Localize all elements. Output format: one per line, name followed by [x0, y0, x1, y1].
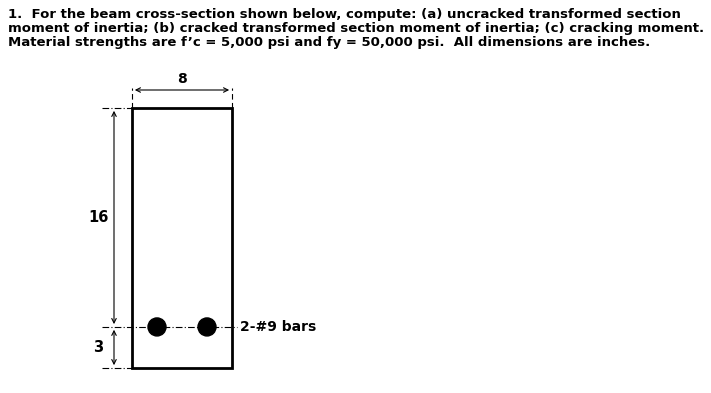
- Text: 8: 8: [177, 72, 187, 86]
- Circle shape: [148, 318, 166, 336]
- Circle shape: [198, 318, 216, 336]
- Text: 1.  For the beam cross-section shown below, compute: (a) uncracked transformed s: 1. For the beam cross-section shown belo…: [8, 8, 681, 21]
- Text: Material strengths are f’c = 5,000 psi and fy = 50,000 psi.  All dimensions are : Material strengths are f’c = 5,000 psi a…: [8, 36, 651, 49]
- Text: moment of inertia; (b) cracked transformed section moment of inertia; (c) cracki: moment of inertia; (b) cracked transform…: [8, 22, 704, 35]
- Text: 2-#9 bars: 2-#9 bars: [240, 320, 316, 334]
- Text: 16: 16: [88, 210, 108, 225]
- Bar: [132, 108, 232, 368]
- Text: 3: 3: [93, 340, 103, 355]
